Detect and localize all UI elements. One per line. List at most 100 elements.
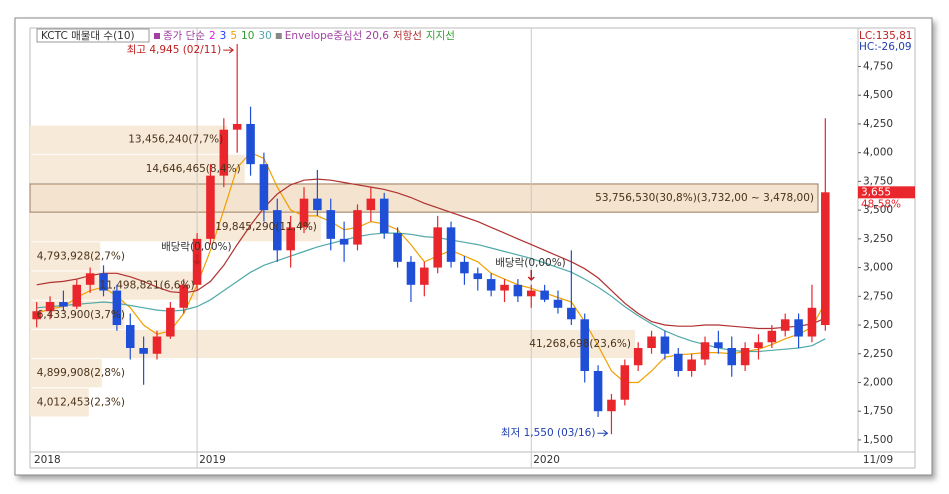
- candle-body: [607, 399, 616, 412]
- candle-body: [166, 307, 175, 337]
- candle-body: [740, 348, 750, 366]
- volume-profile-bar: [30, 359, 102, 388]
- y-tick-label: 3,750: [863, 175, 893, 187]
- candle-body: [32, 311, 41, 320]
- y-tick-label: 4,000: [863, 147, 893, 159]
- title-box: [36, 28, 150, 43]
- candle-body: [353, 210, 362, 245]
- volume-profile-label: 13,456,240(7,7%): [128, 134, 223, 146]
- candle-body: [687, 359, 696, 371]
- candles: [32, 44, 830, 435]
- y-tick-label: 2,500: [863, 319, 893, 331]
- candle-body: [326, 210, 336, 239]
- hc-value: HC:-26,09: [859, 41, 912, 53]
- volume-profile-label: 14,646,465(8,4%): [146, 163, 241, 175]
- y-tick-label: 2,000: [863, 376, 893, 388]
- candle-body: [206, 175, 215, 239]
- candle-body: [821, 192, 830, 326]
- candle-body: [433, 227, 442, 268]
- candle-body: [473, 273, 483, 280]
- candle-body: [446, 227, 456, 262]
- y-tick-label: 4,750: [863, 60, 893, 72]
- candle-body: [112, 290, 122, 326]
- x-tick-label: 2020: [533, 454, 560, 466]
- candle-body: [339, 238, 349, 245]
- dividend-note: 배당락(0,00%): [161, 241, 232, 253]
- candle-body: [286, 227, 295, 251]
- low-note: 최저 1,550 (03/16): [501, 427, 596, 439]
- legend-text: 2: [209, 30, 216, 42]
- candle-body: [366, 198, 376, 211]
- legend-marker: [275, 33, 282, 39]
- candle-body: [379, 198, 389, 234]
- legend-text: 3: [220, 30, 227, 42]
- y-tick-label: 3,000: [863, 262, 893, 274]
- volume-profile-bar: [29, 183, 819, 213]
- candle-body: [567, 307, 576, 320]
- volume-profile-label: 53,756,530(30,8%)(3,732,00 ~ 3,478,00): [595, 192, 814, 204]
- legend-text: 30: [258, 30, 271, 42]
- candle-body: [593, 370, 603, 412]
- volume-profile: [29, 125, 819, 417]
- candle-body: [807, 307, 817, 337]
- volume-profile-bar: [30, 242, 101, 271]
- legend-text: 지지선: [426, 30, 455, 42]
- legend-text: 종가 단순: [163, 30, 205, 42]
- candle-body: [486, 279, 496, 291]
- candle-body: [714, 342, 723, 349]
- candle-body: [139, 348, 148, 354]
- volume-profile-bar: [30, 388, 89, 417]
- low-arrow: [597, 429, 609, 437]
- legend-text: 10: [241, 30, 254, 42]
- price-axis: [857, 27, 916, 453]
- candle-body: [45, 302, 55, 312]
- candle-body: [85, 273, 95, 285]
- candle-body: [767, 330, 777, 343]
- volume-profile-label: 4,899,908(2,8%): [37, 367, 125, 379]
- y-tick-label: 1,750: [863, 405, 893, 417]
- candle-body: [273, 210, 282, 251]
- volume-profile-bar: [30, 213, 321, 242]
- legend-title: KCTC 매물대 수(10): [41, 30, 135, 42]
- candle-body: [420, 267, 429, 285]
- legend-text: 저항선: [393, 30, 422, 42]
- candle-body: [99, 273, 108, 291]
- candle-body: [794, 319, 803, 337]
- dividend-note: 배당락(0,00%): [495, 257, 566, 269]
- candle-body: [179, 284, 188, 308]
- candle-body: [219, 129, 229, 176]
- candle-body: [633, 348, 643, 366]
- candle-body: [59, 302, 68, 307]
- last-price-box: [858, 186, 915, 199]
- candle-body: [152, 336, 162, 354]
- candle-body: [540, 290, 549, 300]
- last-price: 3,655: [861, 186, 891, 198]
- legend-marker: [154, 33, 160, 39]
- lc-value: LC:135,81: [859, 30, 912, 42]
- volume-profile-label: 4,012,453(2,3%): [37, 396, 125, 408]
- y-tick-label: 4,250: [863, 118, 893, 130]
- volume-profile-label: 6,433,900(3,7%): [37, 309, 125, 321]
- dividend-arrow: [193, 254, 201, 266]
- candle-body: [674, 353, 683, 371]
- y-tick-label: 2,250: [863, 348, 893, 360]
- candle-body: [313, 198, 322, 211]
- volume-profile-bar: [30, 125, 228, 154]
- candle-body: [526, 290, 536, 297]
- candle-body: [72, 284, 82, 307]
- candle-body: [727, 348, 737, 366]
- candle-body: [406, 261, 416, 285]
- candle-body: [460, 261, 469, 274]
- y-tick-label: 3,500: [863, 204, 893, 216]
- date-axis: [29, 451, 916, 469]
- volume-profile-label: 11,498,821(6,6%): [100, 280, 195, 292]
- dividend-arrow: [527, 270, 535, 282]
- y-tick-label: 4,500: [863, 89, 893, 101]
- last-date: 11/09: [863, 454, 893, 466]
- candle-body: [647, 336, 656, 349]
- candle-body: [700, 342, 710, 360]
- high-note: 최고 4,945 (02/11): [127, 44, 222, 56]
- candle-body: [553, 299, 563, 308]
